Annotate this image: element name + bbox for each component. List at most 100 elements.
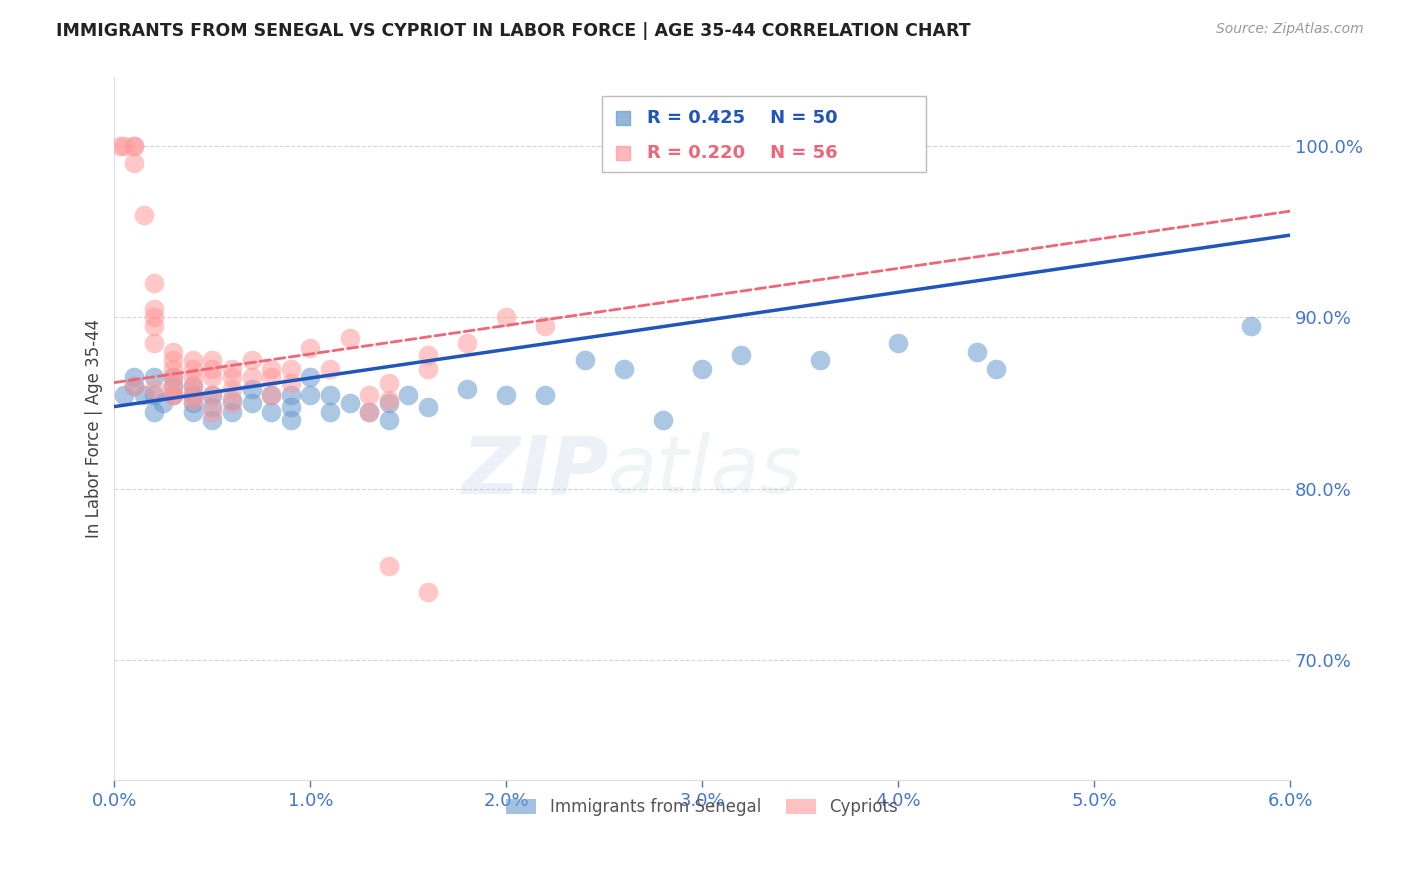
Point <box>201 387 224 401</box>
Point <box>162 387 184 401</box>
Point <box>142 318 165 333</box>
Point <box>359 405 381 419</box>
Point <box>122 156 145 170</box>
Point <box>319 362 342 376</box>
Point <box>142 276 165 290</box>
Y-axis label: In Labor Force | Age 35-44: In Labor Force | Age 35-44 <box>86 319 103 539</box>
Point <box>534 387 557 401</box>
Point <box>1240 318 1263 333</box>
Point <box>221 392 243 407</box>
Point <box>260 405 283 419</box>
Point <box>181 379 204 393</box>
Point <box>162 353 184 368</box>
Point <box>221 370 243 384</box>
Point <box>142 387 165 401</box>
Point <box>122 379 145 393</box>
Point <box>339 396 361 410</box>
Point <box>240 370 263 384</box>
Legend: Immigrants from Senegal, Cypriots: Immigrants from Senegal, Cypriots <box>498 790 907 825</box>
Bar <box>602 96 925 172</box>
Text: atlas: atlas <box>609 432 803 510</box>
Point <box>319 387 342 401</box>
Text: Source: ZipAtlas.com: Source: ZipAtlas.com <box>1216 22 1364 37</box>
Text: R = 0.220    N = 56: R = 0.220 N = 56 <box>647 145 838 162</box>
Point <box>359 387 381 401</box>
Point <box>416 400 439 414</box>
Point <box>162 370 184 384</box>
Point <box>162 387 184 401</box>
Point <box>260 362 283 376</box>
Point <box>122 139 145 153</box>
Point <box>142 405 165 419</box>
Point <box>652 413 675 427</box>
Point <box>142 336 165 351</box>
Point <box>260 387 283 401</box>
Point <box>142 370 165 384</box>
Point <box>966 344 988 359</box>
Point <box>181 387 204 401</box>
Point <box>260 387 283 401</box>
Point <box>162 370 184 384</box>
Point <box>122 139 145 153</box>
Point <box>162 379 184 393</box>
Point <box>112 387 135 401</box>
Text: ZIP: ZIP <box>461 432 609 510</box>
Point <box>181 379 204 393</box>
Point <box>221 383 243 397</box>
Point <box>162 362 184 376</box>
Point <box>201 413 224 427</box>
Point <box>456 383 478 397</box>
Point <box>280 387 302 401</box>
Point <box>396 387 419 401</box>
Point <box>319 405 342 419</box>
Point <box>377 396 399 410</box>
Point <box>280 376 302 390</box>
Point <box>142 310 165 325</box>
Point <box>110 139 132 153</box>
Point <box>142 301 165 316</box>
Text: R = 0.425    N = 50: R = 0.425 N = 50 <box>647 109 838 127</box>
Point <box>495 310 517 325</box>
Point <box>181 353 204 368</box>
Point <box>181 362 204 376</box>
Point <box>613 362 636 376</box>
Point <box>377 392 399 407</box>
Point <box>359 405 381 419</box>
Point <box>280 400 302 414</box>
Point <box>162 387 184 401</box>
Point <box>495 387 517 401</box>
Point <box>181 396 204 410</box>
Text: IMMIGRANTS FROM SENEGAL VS CYPRIOT IN LABOR FORCE | AGE 35-44 CORRELATION CHART: IMMIGRANTS FROM SENEGAL VS CYPRIOT IN LA… <box>56 22 972 40</box>
Point <box>260 370 283 384</box>
Point <box>221 362 243 376</box>
Point <box>416 584 439 599</box>
Point <box>142 383 165 397</box>
Point <box>299 387 322 401</box>
Point <box>221 405 243 419</box>
Point <box>730 348 752 362</box>
Point <box>122 370 145 384</box>
Point <box>808 353 831 368</box>
Point <box>181 405 204 419</box>
Point <box>201 362 224 376</box>
Point <box>162 379 184 393</box>
Point <box>377 376 399 390</box>
Point <box>201 387 224 401</box>
Point <box>574 353 596 368</box>
Point <box>240 353 263 368</box>
Point <box>280 362 302 376</box>
Point <box>299 341 322 355</box>
Point <box>221 396 243 410</box>
Point <box>416 348 439 362</box>
Point <box>280 413 302 427</box>
Point <box>416 362 439 376</box>
Point <box>887 336 910 351</box>
Point <box>690 362 713 376</box>
Point <box>162 344 184 359</box>
Point <box>201 370 224 384</box>
Point <box>377 413 399 427</box>
Point <box>132 387 155 401</box>
Point <box>181 392 204 407</box>
Point <box>240 396 263 410</box>
Point <box>181 370 204 384</box>
